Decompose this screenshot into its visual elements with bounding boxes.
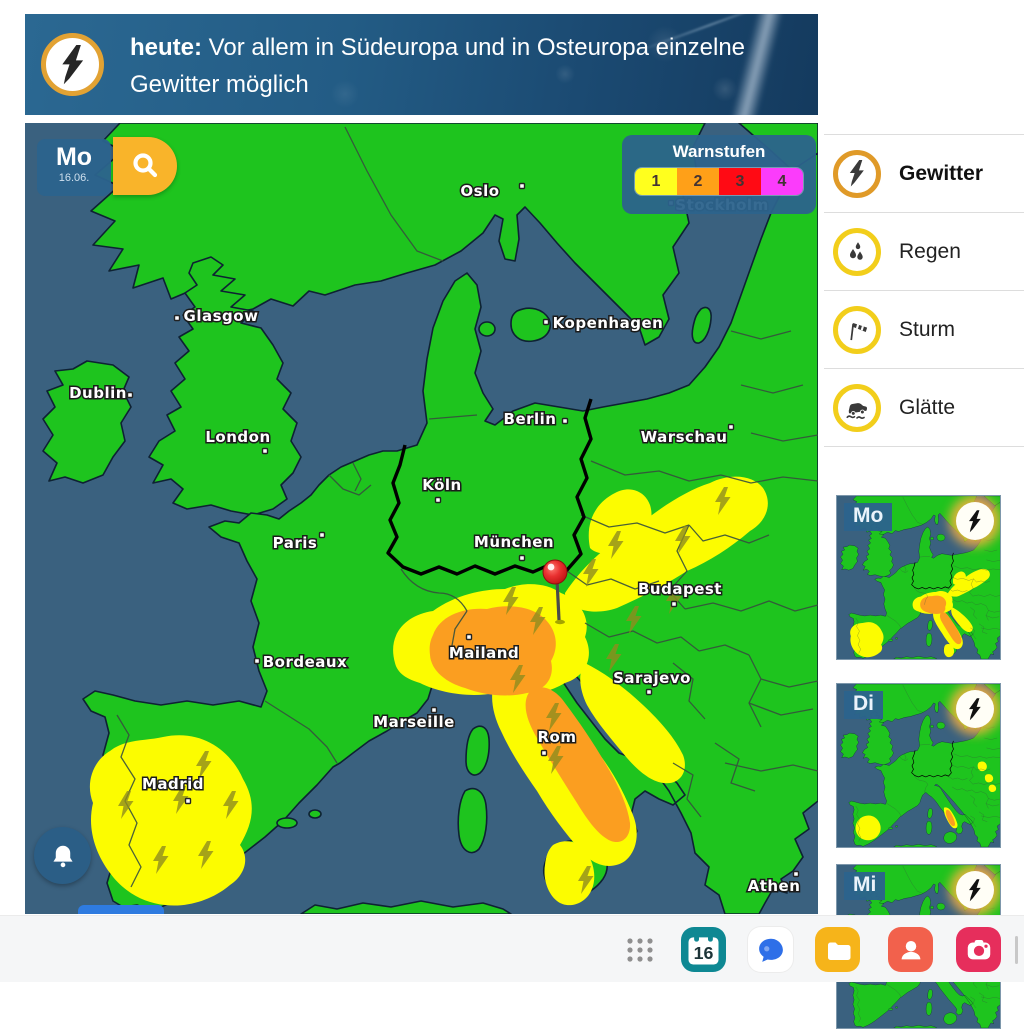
sidebar-item-sturm[interactable]: Sturm <box>824 291 1024 369</box>
folder-icon <box>827 942 850 960</box>
sidebar-label: Glätte <box>899 395 956 419</box>
city-labels: OsloStockholmKopenhagenGlasgowDublinLond… <box>68 181 802 897</box>
date-value: 16.06. <box>58 172 90 184</box>
files-app-button[interactable] <box>815 927 860 972</box>
sidebar-label: Regen <box>899 239 961 263</box>
svg-text:München: München <box>474 533 554 551</box>
legend-level-3: 3 <box>719 168 761 195</box>
germany-border <box>911 552 954 590</box>
contacts-app-button[interactable] <box>888 927 933 972</box>
banner-highlight: heute: <box>130 34 202 61</box>
svg-text:Dublin: Dublin <box>69 384 127 402</box>
country-borders <box>855 684 1000 842</box>
mini-map-monday[interactable]: Mo <box>836 495 1001 660</box>
person-icon <box>901 940 920 959</box>
country-borders <box>855 496 1000 654</box>
thunderstorm-badge <box>41 33 104 96</box>
sidebar-label: Sturm <box>899 317 956 341</box>
germany-border <box>386 398 593 576</box>
svg-text:Mailand: Mailand <box>449 644 519 662</box>
sturm-ring <box>833 305 881 354</box>
windsock-icon <box>849 322 867 341</box>
mini-map-canvas <box>837 496 1000 659</box>
warning-areas-tuesday <box>855 761 997 841</box>
search-icon <box>133 153 158 178</box>
bell-icon <box>52 845 73 867</box>
messages-app-button[interactable] <box>748 927 793 972</box>
svg-text:Oslo: Oslo <box>460 182 499 200</box>
taskbar: 16 <box>0 915 1024 982</box>
thunderstorm-badge <box>956 690 994 728</box>
svg-text:Kopenhagen: Kopenhagen <box>553 314 664 332</box>
legend-level-1: 1 <box>635 168 677 195</box>
svg-text:Madrid: Madrid <box>142 775 204 793</box>
lightning-icon <box>61 44 83 84</box>
warning-type-sidebar: Gewitter Regen Sturm <box>824 134 1024 447</box>
warning-areas-monday <box>850 568 990 658</box>
warning-map[interactable]: OsloStockholmKopenhagenGlasgowDublinLond… <box>25 123 818 914</box>
svg-text:Athen: Athen <box>748 877 801 895</box>
location-pin <box>542 559 568 625</box>
mini-map-tuesday[interactable]: Di <box>836 683 1001 848</box>
warning-levels-legend: Warnstufen 1 2 3 4 <box>622 135 816 214</box>
camera-app-button[interactable] <box>956 927 1001 972</box>
svg-text:Sarajevo: Sarajevo <box>613 669 691 687</box>
cutoff-button[interactable] <box>78 905 164 914</box>
sidebar-item-regen[interactable]: Regen <box>824 213 1024 291</box>
legend-bar: 1 2 3 4 <box>635 168 803 195</box>
messages-icon <box>758 938 783 962</box>
app-grid-button[interactable] <box>617 927 662 972</box>
lightning-icon <box>849 160 864 187</box>
legend-title: Warnstufen <box>672 142 766 161</box>
svg-text:Bordeaux: Bordeaux <box>263 653 348 671</box>
thunderstorm-badge <box>956 871 994 909</box>
svg-text:Glasgow: Glasgow <box>184 307 259 325</box>
date-chip[interactable]: Mo 16.06. <box>37 139 111 196</box>
calendar-app-button[interactable]: 16 <box>681 927 726 972</box>
mini-day-label: Di <box>844 691 883 719</box>
svg-text:Berlin: Berlin <box>504 410 557 428</box>
notification-bell-button[interactable] <box>34 827 91 884</box>
mini-day-label: Mi <box>844 872 886 900</box>
sidebar-item-glaette[interactable]: Glätte <box>824 369 1024 447</box>
svg-text:Paris: Paris <box>273 534 318 552</box>
lightning-icon <box>969 509 981 532</box>
banner-text: heute: Vor allem in Südeuropa und in Ost… <box>130 29 780 103</box>
date-day: Mo <box>55 143 93 171</box>
taskbar-divider <box>1015 936 1018 964</box>
svg-text:Rom: Rom <box>538 728 577 746</box>
svg-text:Warschau: Warschau <box>641 428 728 446</box>
gewitter-ring <box>833 149 881 198</box>
warning-banner[interactable]: heute: Vor allem in Südeuropa und in Ost… <box>25 14 818 115</box>
app-grid-icon <box>626 937 653 962</box>
lightning-icon <box>969 697 981 720</box>
germany-border <box>911 740 954 778</box>
mini-day-label: Mo <box>844 503 893 531</box>
glaette-ring <box>833 383 881 432</box>
svg-text:London: London <box>205 428 270 446</box>
country-borders <box>116 126 818 888</box>
sidebar-label: Gewitter <box>899 161 984 185</box>
legend-level-2: 2 <box>677 168 719 195</box>
legend-level-4: 4 <box>761 168 803 195</box>
calendar-icon: 16 <box>688 933 719 965</box>
svg-text:16: 16 <box>694 943 714 963</box>
svg-text:Budapest: Budapest <box>638 580 722 598</box>
raindrops-icon <box>850 241 863 260</box>
lightning-icon <box>969 878 981 901</box>
camera-icon <box>967 939 990 959</box>
svg-text:Marseille: Marseille <box>373 713 455 731</box>
regen-ring <box>833 227 881 276</box>
search-button[interactable] <box>113 137 177 195</box>
thunderstorm-badge <box>956 502 994 540</box>
svg-text:Köln: Köln <box>422 476 462 494</box>
sidebar-item-gewitter[interactable]: Gewitter <box>824 135 1024 213</box>
banner-message: Vor allem in Südeuropa und in Osteuropa … <box>130 34 746 98</box>
car-skid-icon <box>846 402 868 419</box>
